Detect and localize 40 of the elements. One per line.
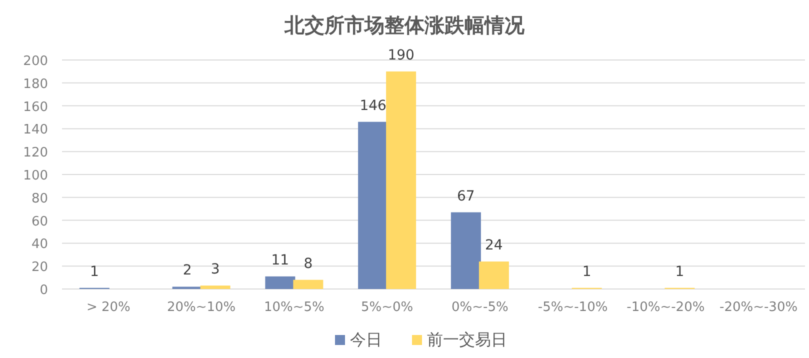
x-tick-label: 0%~-5% <box>452 300 508 315</box>
bar <box>478 262 509 289</box>
x-tick-label: -20%~-30% <box>720 300 798 315</box>
y-tick-label: 200 <box>23 54 48 69</box>
bar <box>265 276 296 289</box>
bar <box>200 286 230 289</box>
data-label: 24 <box>485 238 503 254</box>
chart-title: 北交所市场整体涨跌幅情况 <box>284 13 526 37</box>
y-tick-label: 140 <box>23 122 48 138</box>
bar <box>386 71 416 289</box>
data-label: 1 <box>675 264 684 280</box>
data-label: 8 <box>304 256 313 272</box>
data-label: 146 <box>360 98 387 114</box>
data-label: 67 <box>457 188 475 204</box>
y-tick-label: 0 <box>40 283 48 298</box>
x-tick-label: -5%~-10% <box>538 300 608 315</box>
x-tick-label: 10%~5% <box>264 300 324 315</box>
y-tick-label: 20 <box>31 260 48 276</box>
x-tick-label: > 20% <box>86 300 130 315</box>
data-label: 11 <box>271 252 290 268</box>
x-tick-label: -10%~-20% <box>626 300 705 315</box>
data-label: 1 <box>582 264 592 280</box>
bar <box>358 122 388 289</box>
x-tick-label: 5%~0% <box>360 300 414 315</box>
legend-label: 今日 <box>350 330 382 349</box>
y-tick-label: 120 <box>23 146 48 161</box>
data-label: 1 <box>90 264 99 280</box>
data-label: 2 <box>182 262 192 279</box>
y-tick-label: 100 <box>23 168 48 184</box>
y-tick-label: 60 <box>31 214 48 230</box>
data-label: 190 <box>388 47 414 64</box>
bar <box>293 280 324 289</box>
data-label: 3 <box>210 262 220 278</box>
y-tick-label: 80 <box>31 191 48 206</box>
y-tick-label: 40 <box>31 237 48 252</box>
bar <box>450 212 481 289</box>
y-tick-label: 160 <box>23 100 48 115</box>
y-tick-label: 180 <box>23 76 48 92</box>
x-tick-label: 20%~10% <box>166 300 236 315</box>
legend-label: 前一交易日 <box>427 330 507 349</box>
